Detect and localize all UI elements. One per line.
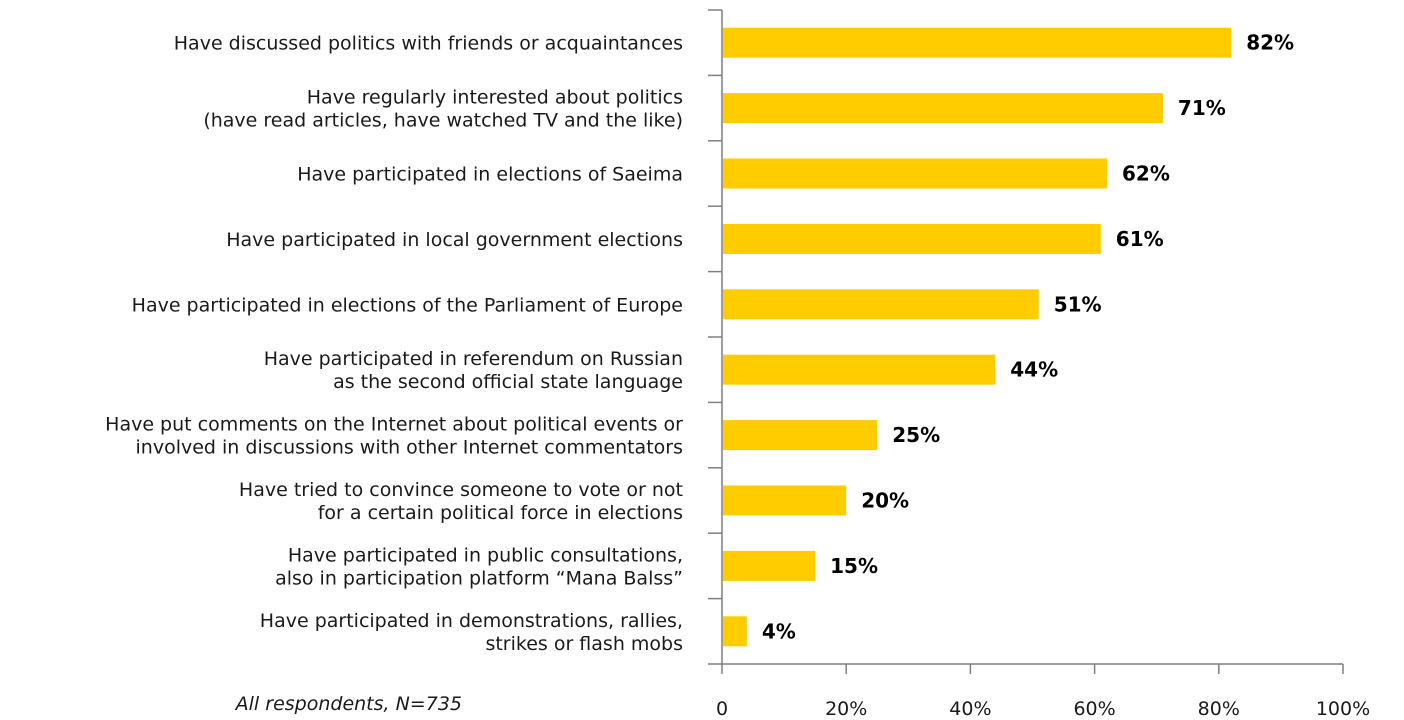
bar-value-label: 62% xyxy=(1122,162,1170,186)
bar xyxy=(723,616,747,647)
category-label: Have participated in local government el… xyxy=(226,229,683,251)
category-label-line: Have regularly interested about politics xyxy=(307,87,683,109)
category-labels: Have discussed politics with friends or … xyxy=(105,33,683,655)
x-tick-label: 0 xyxy=(716,698,728,720)
category-label: Have put comments on the Internet about … xyxy=(105,414,683,459)
category-label: Have participated in elections of the Pa… xyxy=(132,294,683,316)
category-label: Have participated in elections of Saeima xyxy=(297,164,683,186)
category-label-line: Have discussed politics with friends or … xyxy=(174,33,683,55)
bar xyxy=(723,354,996,385)
bar-value-label: 61% xyxy=(1116,227,1164,251)
x-tick-label: 60% xyxy=(1073,698,1115,720)
axis-layer xyxy=(708,9,1344,674)
bar xyxy=(723,93,1163,124)
bar xyxy=(723,485,847,516)
category-label-line: Have participated in elections of the Pa… xyxy=(132,294,683,316)
bar-value-label: 25% xyxy=(892,423,940,447)
category-label-line: Have participated in elections of Saeima xyxy=(297,164,683,186)
category-label: Have participated in public consultation… xyxy=(275,544,683,589)
bar xyxy=(723,158,1108,189)
category-label-line: (have read articles, have watched TV and… xyxy=(203,110,683,132)
category-label-line: also in participation platform “Mana Bal… xyxy=(275,567,683,589)
category-label-line: Have participated in referendum on Russi… xyxy=(264,348,683,370)
bar-value-label: 20% xyxy=(861,489,909,513)
category-label-line: as the second official state language xyxy=(333,371,683,393)
category-label: Have participated in demonstrations, ral… xyxy=(260,610,683,655)
x-tick-label: 40% xyxy=(949,698,991,720)
bar xyxy=(723,550,816,581)
bar-value-label: 15% xyxy=(830,554,878,578)
value-labels: 82% 71% 62% 61% 51% 44% 25% 20% 15% 4% xyxy=(762,31,1294,644)
bar xyxy=(723,223,1101,254)
bar-value-label: 44% xyxy=(1010,358,1058,382)
x-tick-label: 80% xyxy=(1198,698,1240,720)
category-label-line: Have put comments on the Internet about … xyxy=(105,414,683,436)
respondents-note: All respondents, N=735 xyxy=(235,693,462,715)
category-label: Have regularly interested about politics… xyxy=(203,87,683,132)
x-tick-labels: 0 20% 40% 60% 80% 100% xyxy=(716,698,1370,720)
bar xyxy=(723,289,1039,320)
bar xyxy=(723,27,1232,58)
category-label-line: Have participated in demonstrations, ral… xyxy=(260,610,683,632)
category-label-line: Have participated in local government el… xyxy=(226,229,683,251)
bars-layer xyxy=(723,27,1232,647)
category-label: Have discussed politics with friends or … xyxy=(174,33,683,55)
bar xyxy=(723,420,878,451)
bar-value-label: 4% xyxy=(762,619,796,643)
category-label-line: involved in discussions with other Inter… xyxy=(136,437,683,459)
x-tick-label: 100% xyxy=(1316,698,1370,720)
category-label-line: strikes or flash mobs xyxy=(485,633,683,655)
x-tick-label: 20% xyxy=(825,698,867,720)
category-label: Have tried to convince someone to vote o… xyxy=(239,479,683,524)
bar-value-label: 51% xyxy=(1054,292,1102,316)
bar-value-label: 71% xyxy=(1178,96,1226,120)
category-label-line: Have participated in public consultation… xyxy=(288,544,683,566)
category-label: Have participated in referendum on Russi… xyxy=(264,348,683,393)
category-label-line: for a certain political force in electio… xyxy=(318,502,683,524)
bar-value-label: 82% xyxy=(1246,31,1294,55)
category-label-line: Have tried to convince someone to vote o… xyxy=(239,479,683,501)
